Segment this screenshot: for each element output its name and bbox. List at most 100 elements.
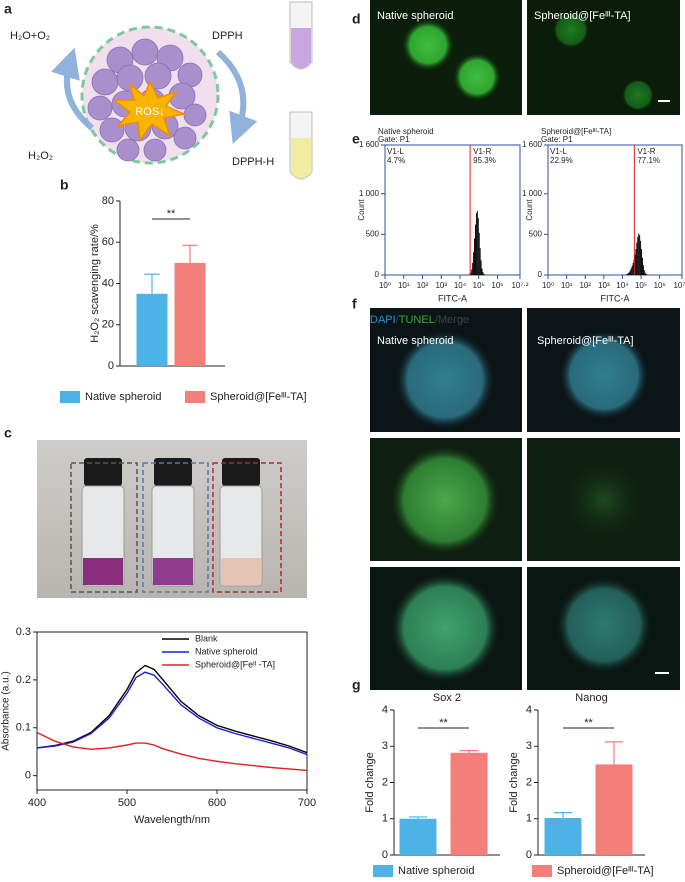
panel-label: f bbox=[352, 296, 357, 312]
histogram-bar bbox=[635, 249, 637, 275]
panel-label: d bbox=[352, 11, 361, 27]
histogram-bar bbox=[472, 262, 474, 275]
x-tick-label: 10⁵ bbox=[473, 281, 485, 290]
x-tick-label: 700 bbox=[298, 797, 316, 809]
histogram-bar bbox=[631, 265, 633, 275]
y-axis-label: Count bbox=[525, 199, 534, 221]
bar bbox=[136, 293, 168, 366]
bar bbox=[595, 764, 633, 855]
histogram-bar bbox=[629, 270, 631, 275]
region-value: 95.3% bbox=[473, 156, 496, 165]
ros-star bbox=[111, 80, 187, 142]
histogram-bar bbox=[643, 270, 645, 275]
y-tick-label: 60 bbox=[102, 236, 114, 248]
x-tick-label: 10³ bbox=[435, 281, 447, 290]
y-tick-label: 1 600 bbox=[359, 140, 380, 149]
y-tick-label: 3 bbox=[526, 740, 532, 752]
panel-label: a bbox=[4, 1, 12, 17]
histogram-bar bbox=[473, 252, 475, 275]
y-tick-label: 40 bbox=[102, 277, 114, 289]
y-tick-label: 500 bbox=[366, 229, 380, 238]
x-tick-label: 10⁵ bbox=[635, 281, 647, 290]
chart-subtitle: Gate: P1 bbox=[378, 135, 410, 144]
panel-label: c bbox=[4, 425, 12, 441]
legend-label: Spheroid@[Feᴵᴵᴵ-TA] bbox=[210, 391, 307, 403]
y-axis-label: Count bbox=[357, 199, 366, 221]
y-tick-label: 1 bbox=[526, 813, 532, 825]
vial bbox=[219, 458, 263, 587]
image-label: Native spheroid bbox=[377, 335, 453, 347]
region-name: V1-R bbox=[637, 147, 655, 156]
chart-subtitle: Gate: P1 bbox=[541, 135, 573, 144]
x-tick-label: 10³ bbox=[598, 281, 610, 290]
image-label: Spheroid@[Feᴵᴵᴵ-TA] bbox=[537, 335, 634, 347]
y-tick-label: 0.2 bbox=[16, 674, 31, 686]
y-tick-label: 20 bbox=[102, 319, 114, 331]
y-tick-label: 0 bbox=[538, 270, 543, 279]
x-tick-label: 500 bbox=[118, 797, 136, 809]
x-tick-label: 10² bbox=[579, 281, 591, 290]
histogram-bar bbox=[641, 249, 642, 275]
legend-swatch bbox=[373, 865, 393, 877]
y-axis-label: Fold change bbox=[508, 752, 520, 813]
bar bbox=[174, 262, 206, 366]
stain-legend: DAPI/TUNEL/Merge bbox=[370, 314, 469, 326]
histogram-bar bbox=[628, 272, 629, 275]
y-tick-label: 0.1 bbox=[16, 722, 31, 734]
test-tube bbox=[289, 111, 313, 180]
panel-label: b bbox=[60, 177, 69, 193]
legend-label: Spheroid@[Feᴵᴵᴵ-TA] bbox=[557, 865, 654, 877]
legend-label: Native spheroid bbox=[85, 391, 161, 403]
histogram-bar bbox=[477, 218, 479, 275]
legend-swatch bbox=[185, 391, 205, 403]
x-axis-label: FITC-A bbox=[438, 293, 467, 303]
bar bbox=[450, 752, 488, 855]
arrow bbox=[51, 47, 94, 131]
line-series bbox=[36, 671, 308, 756]
y-tick-label: 80 bbox=[102, 195, 114, 207]
histogram-bar bbox=[476, 210, 478, 275]
histogram-bar bbox=[479, 248, 481, 275]
region-value: 22.9% bbox=[550, 156, 573, 165]
histogram-bar bbox=[644, 272, 646, 275]
reaction-label: H₂O₂ bbox=[28, 150, 53, 162]
region-name: V1-L bbox=[550, 147, 567, 156]
histogram-bar bbox=[481, 268, 483, 275]
histogram-bar bbox=[471, 269, 473, 275]
histogram-bar bbox=[642, 265, 644, 275]
histogram-bar bbox=[641, 257, 643, 275]
significance: ** bbox=[167, 208, 176, 220]
x-tick-label: 10⁰ bbox=[379, 281, 391, 290]
legend-swatch bbox=[60, 391, 80, 403]
x-tick-label: 10⁶ bbox=[491, 281, 503, 290]
histogram-bar bbox=[628, 271, 630, 275]
chart-title: Nanog bbox=[575, 692, 607, 704]
histogram-bar bbox=[645, 274, 647, 275]
y-tick-label: 0 bbox=[526, 849, 532, 861]
chart-title: Spheroid@[Feᴵᴵᴵ-TA] bbox=[541, 127, 611, 136]
histogram-bar bbox=[638, 233, 640, 275]
histogram-bar bbox=[634, 254, 636, 275]
dashed-box bbox=[212, 462, 282, 593]
stain-name: /Merge bbox=[435, 314, 469, 326]
panel-label: g bbox=[352, 677, 361, 693]
line-series bbox=[36, 664, 308, 754]
bar bbox=[544, 818, 582, 855]
image-label: Spheroid@[Feᴵᴵᴵ-TA] bbox=[534, 10, 631, 22]
x-tick-label: 10⁴ bbox=[454, 281, 467, 290]
histogram-bar bbox=[475, 224, 476, 275]
y-axis-label: Fold change bbox=[364, 752, 376, 813]
panel-label: e bbox=[352, 131, 360, 147]
plot-frame bbox=[36, 631, 308, 791]
histogram-bar bbox=[475, 213, 477, 275]
region-value: 4.7% bbox=[387, 156, 405, 165]
x-tick-label: 400 bbox=[28, 797, 46, 809]
spheroid-image bbox=[553, 12, 589, 48]
y-tick-label: 1 600 bbox=[522, 140, 543, 149]
y-tick-label: 0 bbox=[25, 770, 31, 782]
x-tick-label: 10⁰ bbox=[542, 281, 554, 290]
x-tick-label: 10¹ bbox=[561, 281, 573, 290]
bar bbox=[399, 818, 437, 855]
y-tick-label: 500 bbox=[529, 229, 543, 238]
